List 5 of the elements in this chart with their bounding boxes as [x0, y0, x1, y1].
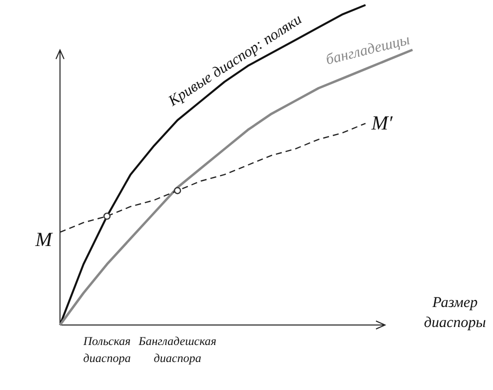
- series-label: M′: [370, 112, 394, 134]
- x-tick-label: Польская диаспора: [82, 334, 132, 365]
- x-axis-title: Размер диаспоры: [424, 295, 486, 331]
- annotation: M: [34, 229, 54, 252]
- x-tick-label: Бангладешская диаспора: [138, 334, 217, 365]
